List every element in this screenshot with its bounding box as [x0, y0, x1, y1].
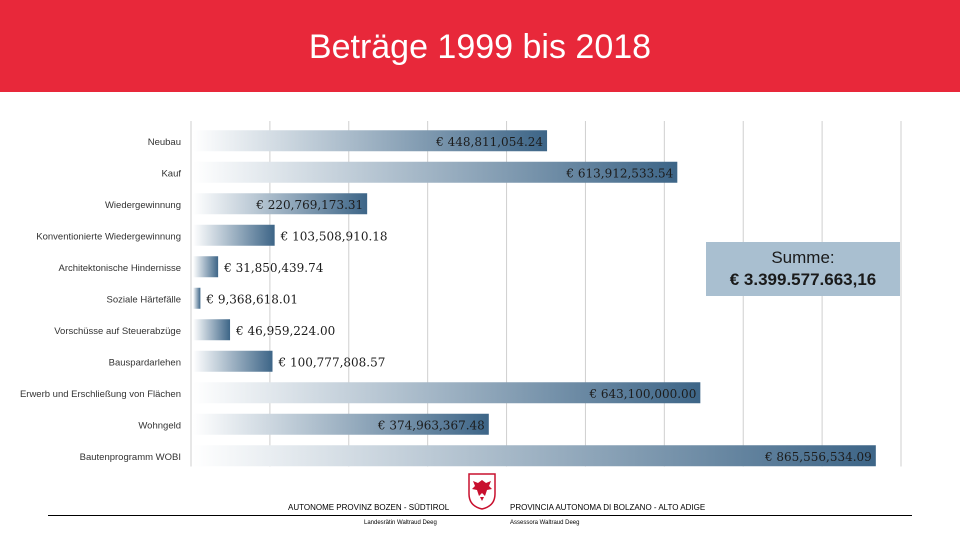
category-label: Wohngeld — [138, 420, 181, 431]
category-label: Bautenprogramm WOBI — [80, 452, 181, 463]
value-label: € 613,912,533.54 — [565, 166, 673, 180]
bar — [193, 445, 876, 467]
footer-left-sub: Landesrätin Waltraud Deeg — [364, 520, 437, 526]
summary-box: Summe: € 3.399.577.663,16 — [706, 242, 900, 296]
value-label: € 103,508,910.18 — [280, 229, 388, 243]
category-label: Kauf — [161, 168, 181, 179]
header-bar — [0, 0, 960, 92]
bar — [193, 161, 678, 183]
value-label: € 100,777,808.57 — [278, 355, 386, 369]
category-label: Soziale Härtefälle — [107, 294, 181, 305]
value-label: € 9,368,618.01 — [205, 292, 298, 306]
value-label: € 448,811,054.24 — [435, 135, 543, 149]
category-label: Vorschüsse auf Steuerabzüge — [54, 326, 181, 337]
category-label: Wiedergewinnung — [105, 200, 181, 211]
eagle-crest-icon — [468, 473, 496, 510]
footer-divider — [48, 515, 912, 516]
footer-right-sub: Assessora Waltraud Deeg — [510, 520, 580, 526]
bar — [193, 413, 489, 435]
bar — [193, 224, 275, 246]
footer-right-title: PROVINCIA AUTONOMA DI BOLZANO - ALTO ADI… — [510, 503, 706, 512]
bar — [193, 130, 548, 152]
value-label: € 46,959,224.00 — [235, 324, 335, 338]
bar — [193, 193, 368, 215]
footer-left-title: AUTONOME PROVINZ BOZEN - SÜDTIROL — [288, 503, 450, 512]
value-label: € 220,769,173.31 — [255, 198, 363, 212]
bar — [193, 319, 231, 341]
bar — [193, 382, 701, 404]
page-title: Beträge 1999 bis 2018 — [308, 28, 652, 66]
category-label: Neubau — [148, 137, 181, 148]
category-label: Architektonische Hindernisse — [58, 263, 181, 274]
value-label: € 374,963,367.48 — [377, 418, 485, 432]
value-label: € 31,850,439.74 — [223, 261, 324, 275]
value-label: € 643,100,000.00 — [588, 387, 696, 401]
value-label: € 865,556,534.09 — [764, 450, 872, 464]
bar — [193, 287, 201, 309]
category-label: Konventionierte Wiedergewinnung — [36, 231, 181, 242]
chart-bars: Neubau € 448,811,054.24 Kauf € 613,912,533.… — [20, 130, 876, 467]
summary-value: € 3.399.577.663,16 — [729, 270, 877, 289]
bar — [193, 256, 219, 278]
bar-chart: Neubau € 448,811,054.24 Kauf € 613,912,533.… — [20, 121, 902, 467]
category-label: Bauspardarlehen — [109, 357, 181, 368]
summary-label: Summe: — [771, 248, 835, 267]
bar — [193, 350, 273, 372]
category-label: Erwerb und Erschließung von Flächen — [20, 389, 181, 400]
